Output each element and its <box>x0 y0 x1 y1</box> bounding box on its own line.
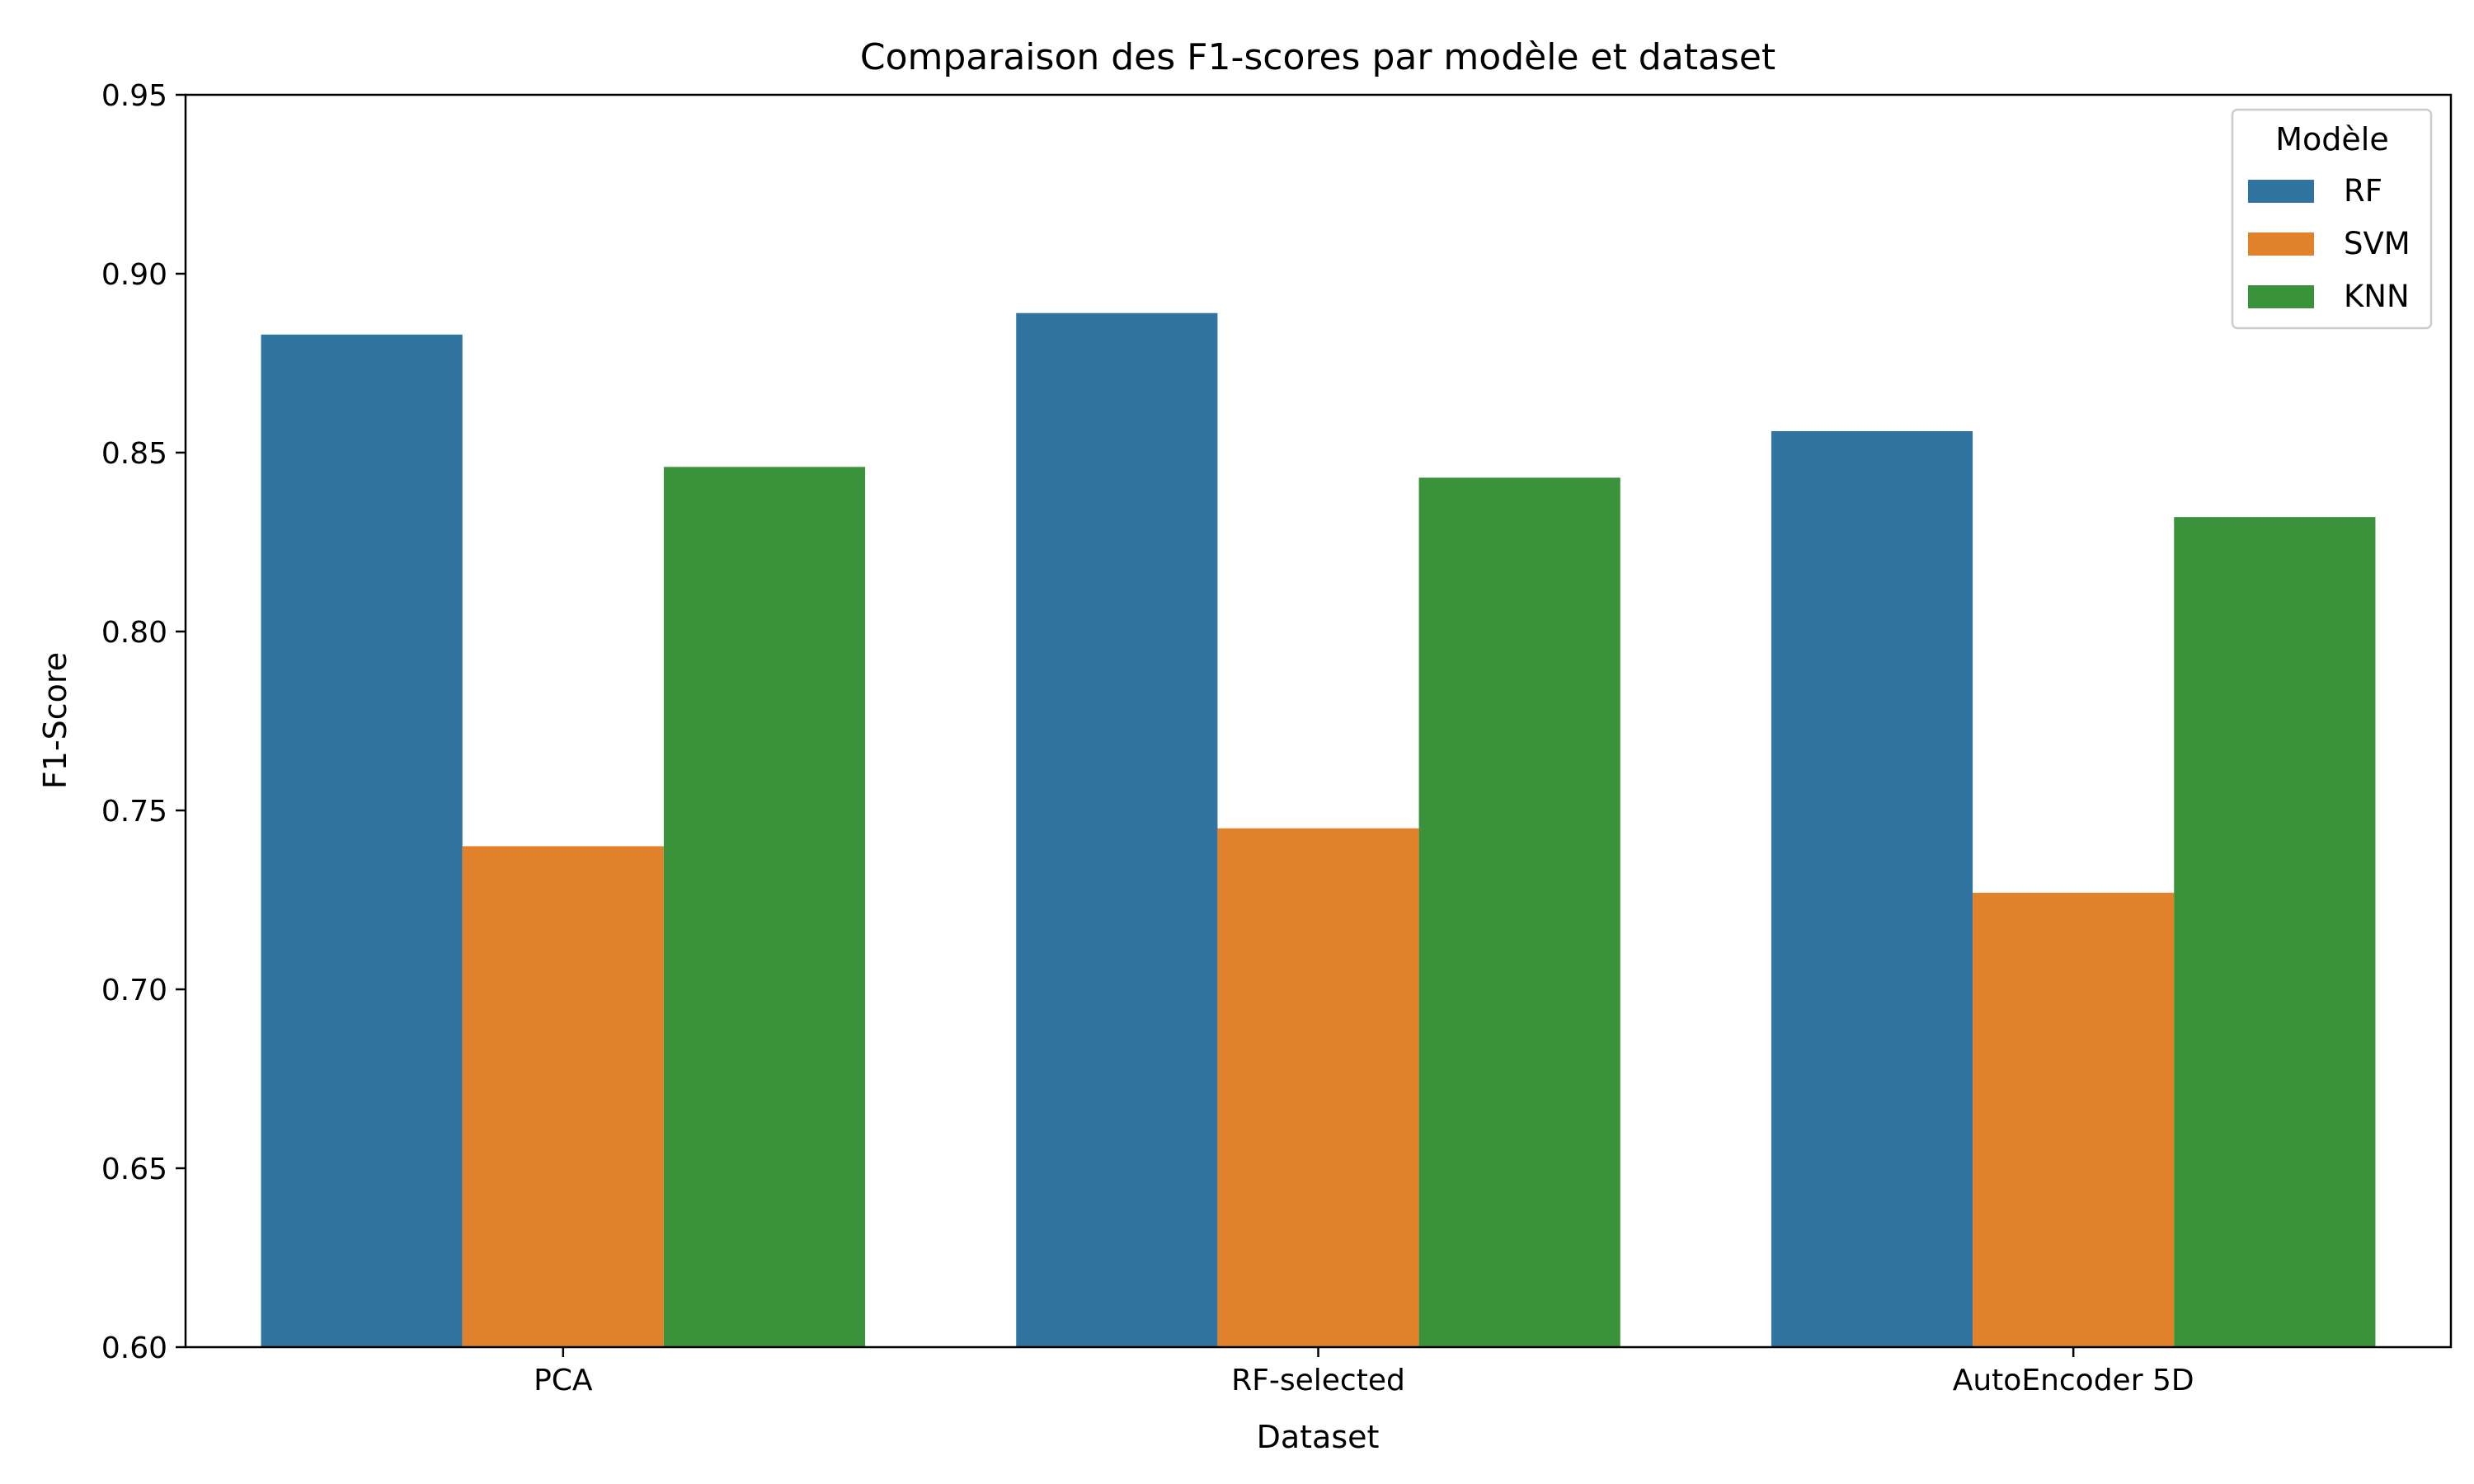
bar-svm-1 <box>1217 828 1419 1347</box>
x-tick-label: PCA <box>534 1364 593 1397</box>
bars-layer <box>261 312 2376 1348</box>
y-axis-label: F1-Score <box>37 652 73 789</box>
bar-knn-2 <box>2174 517 2376 1347</box>
y-tick-label: 0.90 <box>101 258 167 292</box>
legend-swatch-knn <box>2248 285 2314 308</box>
y-tick-label: 0.95 <box>101 79 167 113</box>
legend-frame <box>2231 108 2433 330</box>
bar-knn-0 <box>663 467 866 1347</box>
y-tick-label: 0.75 <box>101 795 167 829</box>
legend-label-rf: RF <box>2344 173 2382 209</box>
x-tick-label: AutoEncoder 5D <box>1953 1364 2194 1397</box>
bar-svm-2 <box>1973 892 2175 1347</box>
x-axis-label: Dataset <box>1257 1419 1380 1455</box>
legend-label-svm: SVM <box>2344 226 2411 261</box>
bar-knn-1 <box>1418 477 1620 1347</box>
y-tick-label: 0.70 <box>101 974 167 1007</box>
y-tick-label: 0.65 <box>101 1153 167 1186</box>
plot-frame <box>184 93 2453 1349</box>
bar-rf-0 <box>261 334 463 1347</box>
legend: Modèle RF SVM KNN <box>2231 108 2433 330</box>
y-tick-label: 0.80 <box>101 616 167 650</box>
x-tick-label: RF-selected <box>1231 1364 1405 1397</box>
y-tick-label: 0.85 <box>101 437 167 471</box>
legend-swatch-svm <box>2248 232 2314 256</box>
legend-title: Modèle <box>2275 121 2388 157</box>
bar-rf-2 <box>1771 430 1973 1348</box>
legend-label-knn: KNN <box>2344 279 2410 314</box>
y-axis-ticks: 0.60 0.65 0.70 0.75 0.80 0.85 0.90 0.95 <box>101 79 186 1365</box>
legend-swatch-rf <box>2248 180 2314 203</box>
chart-title: Comparaison des F1-scores par modèle et … <box>860 36 1776 78</box>
x-axis-ticks: PCA RF-selected AutoEncoder 5D <box>534 1347 2194 1397</box>
bar-svm-0 <box>462 846 664 1347</box>
legend-items: RF SVM KNN <box>2248 173 2411 314</box>
y-tick-label: 0.60 <box>101 1331 167 1365</box>
bar-rf-1 <box>1016 312 1218 1347</box>
